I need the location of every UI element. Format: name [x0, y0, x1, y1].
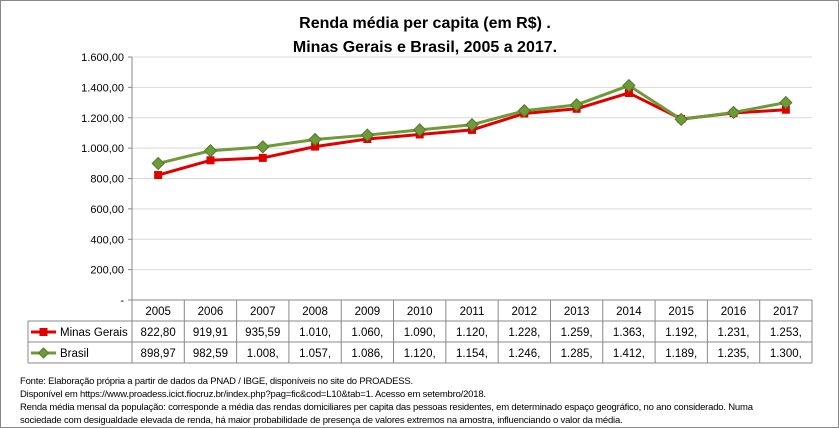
data-point	[465, 118, 479, 132]
table-cell-value: 919,91	[193, 327, 228, 339]
table-cell-value: 1.285,	[561, 348, 593, 360]
table-cell-value: 1.235,	[718, 348, 750, 360]
x-category-label: 2016	[721, 306, 747, 318]
x-category-label: 2011	[460, 306, 485, 318]
data-point	[151, 156, 165, 171]
x-category-label: 2010	[407, 306, 433, 318]
y-tick-label: -	[120, 295, 124, 307]
data-point	[206, 156, 215, 165]
data-point	[203, 144, 218, 158]
chart-title-line: Minas Gerais e Brasil, 2005 a 2017.	[293, 39, 557, 56]
x-category-label: 2005	[145, 306, 171, 318]
y-tick-label: 800,00	[90, 174, 124, 186]
table-cell-value: 1.086,	[351, 348, 383, 360]
table-cell-value: 1.246,	[508, 348, 540, 360]
table-cell-value: 1.363,	[613, 327, 645, 339]
x-category-label: 2012	[512, 306, 538, 318]
data-point	[781, 105, 790, 114]
x-category-label: 2006	[198, 306, 224, 318]
data-point	[412, 123, 427, 137]
x-category-label: 2009	[355, 306, 381, 318]
x-category-label: 2013	[564, 306, 590, 318]
table-cell-value: 822,80	[141, 327, 176, 339]
legend-square-marker	[39, 328, 48, 336]
table-cell-value: 1.228,	[508, 327, 540, 339]
table-cell-value: 1.192,	[665, 327, 697, 339]
table-cell-value: 982,59	[193, 348, 228, 360]
table-cell-value: 1.231,	[718, 327, 750, 339]
x-category-label: 2008	[302, 306, 328, 318]
data-point	[517, 104, 532, 118]
table-cell-value: 1.259,	[561, 327, 593, 339]
data-point	[360, 128, 375, 142]
table-cell-value: 1.120,	[404, 348, 436, 360]
table-cell-value: 1.120,	[456, 327, 488, 339]
table-cell-value: 1.090,	[404, 327, 436, 339]
footnote-source: Fonte: Elaboração própria a partir de da…	[20, 376, 413, 387]
data-point	[624, 88, 633, 97]
table-cell-value: 1.060,	[351, 327, 383, 339]
data-point	[674, 112, 688, 127]
table-cell-value: 1.189,	[665, 348, 697, 360]
y-tick-label: 1.600,00	[81, 52, 124, 64]
legend-label: Brasil	[60, 348, 89, 360]
table-cell-value: 1.412,	[613, 348, 645, 360]
footnote-definition: Renda média mensal da população: corresp…	[20, 402, 753, 413]
table-cell-value: 1.253,	[770, 327, 802, 339]
x-category-label: 2015	[668, 306, 694, 318]
data-point	[311, 142, 320, 151]
data-point	[308, 132, 322, 147]
y-tick-label: 1.200,00	[81, 113, 124, 125]
table-cell-value: 898,97	[141, 348, 176, 360]
table-cell-value: 935,59	[245, 327, 280, 339]
y-tick-label: 400,00	[90, 234, 124, 246]
table-cell-value: 1.154,	[456, 348, 488, 360]
y-tick-label: 1.000,00	[81, 143, 124, 155]
data-point	[622, 78, 636, 93]
y-tick-label: 200,00	[90, 265, 124, 277]
footnote-definition-cont: sociedade com desigualdade elevada de re…	[20, 415, 623, 426]
x-category-label: 2007	[250, 306, 276, 318]
y-tick-label: 1.400,00	[81, 82, 124, 94]
data-point	[779, 95, 793, 110]
chart-title-line: Renda média per capita (em R$) .	[299, 15, 551, 32]
data-point	[256, 140, 270, 154]
data-point	[258, 153, 267, 162]
data-point	[726, 105, 741, 120]
table-cell-value: 1.010,	[299, 327, 331, 339]
x-category-label: 2014	[616, 306, 642, 318]
footnote-url: Disponível em https://www.proadess.icict…	[20, 389, 486, 400]
legend-diamond-marker	[37, 347, 50, 359]
table-cell-value: 1.300,	[770, 348, 802, 360]
data-point	[154, 171, 163, 180]
table-cell-value: 1.008,	[247, 348, 279, 360]
x-category-label: 2017	[773, 306, 799, 318]
table-cell-value: 1.057,	[299, 348, 331, 360]
legend-label: Minas Gerais	[60, 327, 128, 339]
y-tick-label: 600,00	[90, 204, 124, 216]
data-point	[569, 98, 584, 112]
